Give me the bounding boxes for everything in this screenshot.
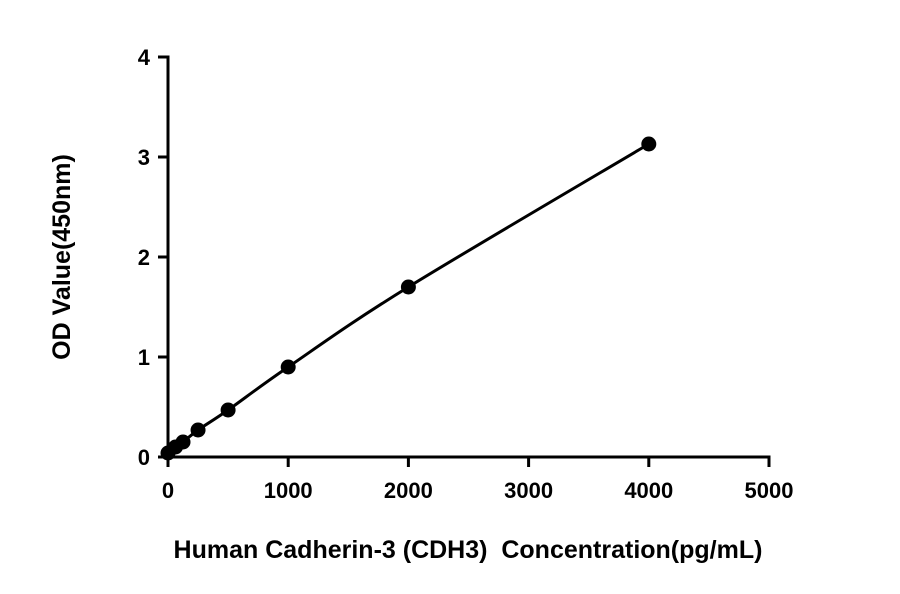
x-tick-label: 5000	[745, 478, 794, 503]
x-axis-label: Human Cadherin-3 (CDH3) Concentration(pg…	[174, 536, 763, 564]
y-axis-label: OD Value(450nm)	[48, 154, 76, 360]
y-tick-label: 4	[138, 45, 151, 70]
data-point	[400, 279, 416, 295]
data-point	[190, 422, 206, 438]
fit-curve	[167, 142, 650, 455]
x-tick-label: 3000	[504, 478, 553, 503]
data-point	[220, 402, 236, 418]
data-point	[641, 136, 657, 152]
y-tick-label: 3	[138, 145, 150, 170]
x-tick-label: 2000	[384, 478, 433, 503]
y-tick-label: 1	[138, 345, 150, 370]
axes: 0 1000 2000 3000 4000 5000 0 1 2 3 4	[138, 45, 794, 503]
data-point	[280, 359, 296, 375]
x-tick-label: 4000	[624, 478, 673, 503]
y-tick-label: 0	[138, 445, 150, 470]
x-tick-label: 0	[162, 478, 174, 503]
y-tick-label: 2	[138, 245, 150, 270]
x-tick-label: 1000	[264, 478, 313, 503]
data-points	[160, 136, 657, 461]
data-point	[175, 434, 191, 450]
